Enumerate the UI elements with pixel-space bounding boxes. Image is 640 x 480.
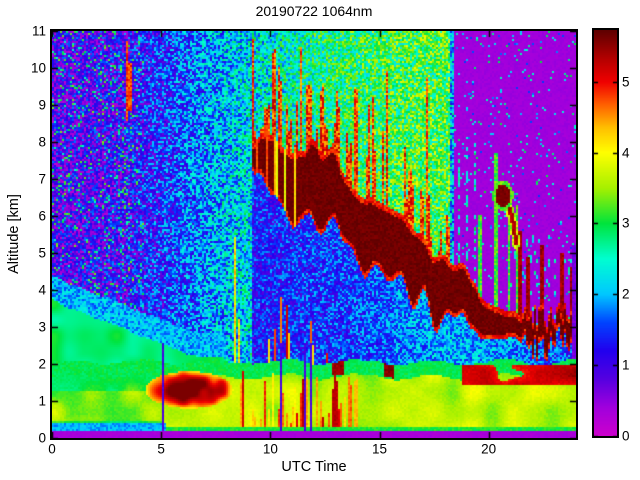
y-tick-label: 11 <box>31 23 46 39</box>
y-tick-label: 0 <box>38 430 46 446</box>
y-axis-label: Altitude [km] <box>6 194 22 274</box>
y-tick-label: 10 <box>30 60 46 76</box>
y-tick-label: 1 <box>38 393 46 409</box>
x-tick-label: 10 <box>262 441 278 457</box>
y-tick-label: 2 <box>38 356 46 372</box>
x-tick-label: 15 <box>371 441 388 457</box>
colorbar-tick-label: 5 <box>622 74 630 90</box>
y-tick-label: 6 <box>38 208 46 224</box>
colorbar-tick-label: 1 <box>622 357 630 373</box>
y-tick-label: 8 <box>38 134 46 150</box>
heatmap-canvas <box>52 31 576 438</box>
colorbar-tick-label: 4 <box>622 145 630 161</box>
colorbar-tick-label: 0 <box>622 428 630 444</box>
plot-area <box>50 29 578 440</box>
x-tick-label: 5 <box>157 441 165 457</box>
colorbar-tick-label: 2 <box>622 286 630 302</box>
y-tick-label: 3 <box>38 319 46 335</box>
y-tick-label: 4 <box>38 282 46 298</box>
colorbar-tick-label: 3 <box>622 215 630 231</box>
chart-title: 20190722 1064nm <box>255 3 373 19</box>
y-tick-label: 7 <box>38 171 46 187</box>
y-tick-label: 5 <box>38 245 46 261</box>
colorbar-canvas <box>594 30 617 436</box>
x-axis-label: UTC Time <box>281 459 347 475</box>
x-tick-label: 20 <box>481 441 497 457</box>
y-tick-label: 9 <box>38 97 46 113</box>
x-tick-label: 0 <box>48 441 56 457</box>
colorbar <box>592 28 619 438</box>
